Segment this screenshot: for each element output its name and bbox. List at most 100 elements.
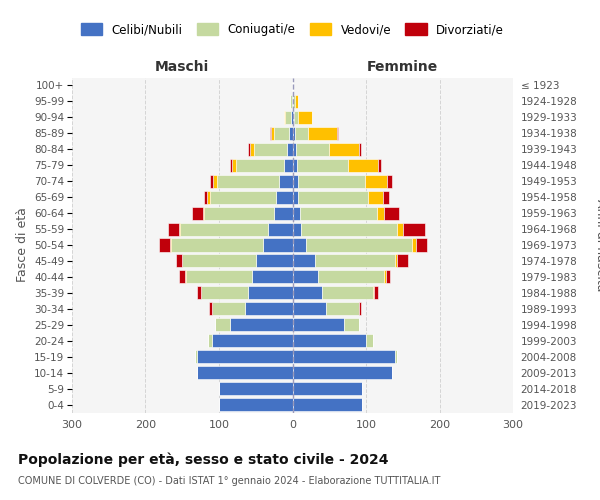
Bar [293,142,296,156]
Bar [210,190,277,203]
Bar [219,382,293,395]
Bar [180,222,268,235]
Bar [209,302,212,316]
Bar [210,174,213,188]
Bar [412,238,416,252]
Text: Popolazione per età, sesso e stato civile - 2024: Popolazione per età, sesso e stato civil… [18,452,389,467]
Bar [271,127,274,140]
Bar [212,334,293,347]
Bar [291,111,293,124]
Bar [285,111,291,124]
Bar [290,95,292,108]
Bar [308,127,337,140]
Bar [397,254,408,268]
Bar [295,127,308,140]
Bar [373,286,374,300]
Bar [344,318,359,332]
Bar [293,111,294,124]
Bar [326,302,359,316]
Bar [179,222,180,235]
Bar [293,158,297,172]
Bar [179,270,185,283]
Bar [279,174,293,188]
Bar [176,254,182,268]
Bar [197,366,293,379]
Bar [397,222,403,235]
Bar [170,238,171,252]
Bar [293,270,318,283]
Bar [196,350,197,363]
Bar [250,142,254,156]
Bar [385,206,399,220]
Text: Femmine: Femmine [367,60,439,74]
Bar [268,222,293,235]
Bar [215,318,230,332]
Bar [359,142,361,156]
Bar [203,190,207,203]
Bar [378,158,382,172]
Bar [293,127,295,140]
Bar [203,206,204,220]
Bar [289,127,293,140]
Bar [293,318,344,332]
Bar [292,95,293,108]
Bar [318,270,385,283]
Bar [186,270,252,283]
Bar [200,286,248,300]
Bar [366,334,373,347]
Bar [274,127,289,140]
Bar [293,190,298,203]
Bar [171,238,263,252]
Bar [293,254,314,268]
Bar [293,222,301,235]
Bar [248,142,250,156]
Bar [185,270,186,283]
Bar [322,286,373,300]
Bar [383,190,389,203]
Bar [295,95,298,108]
Bar [349,158,378,172]
Bar [192,206,203,220]
Bar [293,302,326,316]
Bar [213,174,217,188]
Bar [204,206,274,220]
Bar [287,142,293,156]
Bar [284,111,285,124]
Bar [167,222,179,235]
Bar [217,174,279,188]
Bar [245,302,293,316]
Bar [298,190,368,203]
Legend: Celibi/Nubili, Coniugati/e, Vedovi/e, Divorziati/e: Celibi/Nubili, Coniugati/e, Vedovi/e, Di… [81,23,504,36]
Bar [212,302,245,316]
Bar [284,158,293,172]
Bar [277,190,293,203]
Bar [297,158,349,172]
Bar [386,174,392,188]
Bar [293,206,300,220]
Text: Maschi: Maschi [155,60,209,74]
Bar [293,95,295,108]
Y-axis label: Fasce di età: Fasce di età [16,208,29,282]
Bar [197,286,200,300]
Bar [256,254,293,268]
Bar [197,350,293,363]
Bar [293,382,362,395]
Bar [274,206,293,220]
Bar [359,302,361,316]
Bar [395,254,397,268]
Bar [329,142,359,156]
Bar [219,398,293,411]
Bar [298,111,313,124]
Bar [368,190,383,203]
Bar [254,142,287,156]
Bar [230,158,232,172]
Bar [306,238,412,252]
Bar [365,174,386,188]
Bar [385,270,386,283]
Bar [337,127,338,140]
Bar [300,206,377,220]
Bar [230,318,293,332]
Bar [293,398,362,411]
Bar [301,222,397,235]
Bar [293,238,306,252]
